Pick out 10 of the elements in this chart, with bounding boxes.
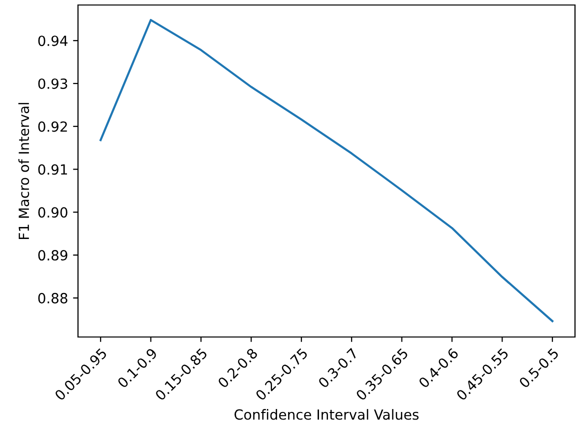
y-tick-label: 0.91 (38, 164, 67, 175)
y-tick-label: 0.89 (38, 250, 68, 261)
y-tick-label: 0.93 (38, 78, 68, 89)
line-series (100, 18, 554, 322)
y-tick-label: 0.88 (38, 292, 68, 304)
x-axis-title: Confidence Interval Values (234, 409, 419, 420)
y-axis-title: F1 Macro of Interval (18, 102, 30, 239)
y-tick-label: 0.94 (38, 36, 68, 46)
y-tick-label: 0.90 (38, 207, 68, 218)
y-tick-label: 0.92 (38, 121, 67, 132)
